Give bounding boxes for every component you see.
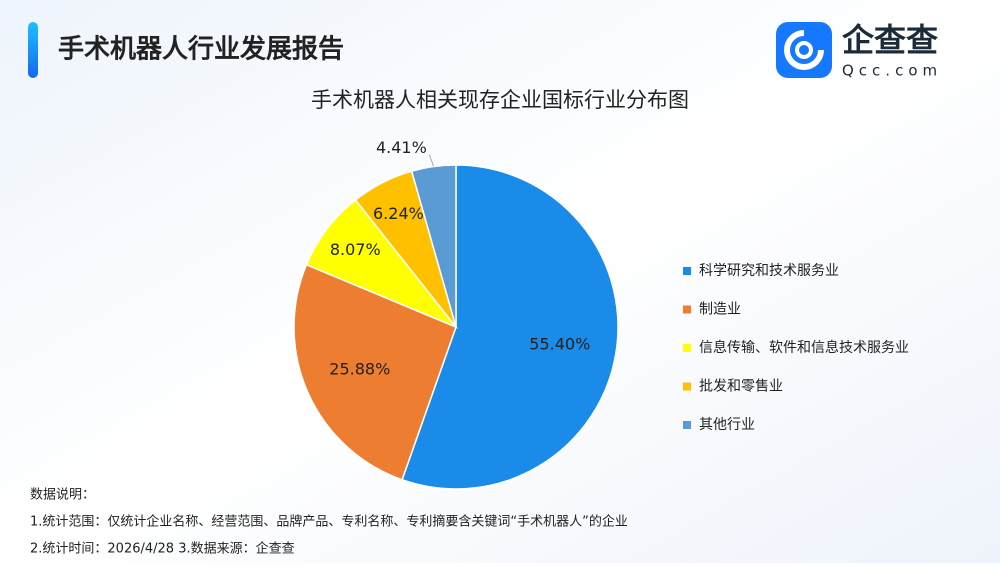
logo-url: Qcc.com [842, 62, 942, 80]
data-label: 55.40% [529, 334, 590, 353]
pie-slice [293, 263, 457, 481]
legend-swatch [683, 382, 691, 391]
legend-label: 批发和零售业 [699, 379, 783, 395]
legend-label: 信息传输、软件和信息技术服务业 [699, 339, 909, 356]
logo-ring [784, 30, 824, 70]
logo: 企查查 Qcc.com [776, 21, 942, 80]
legend-swatch [683, 305, 691, 314]
logo-ring-inner [795, 41, 813, 59]
logo-name: 企查查 [842, 21, 938, 59]
leader-line [428, 154, 435, 167]
title-bar [28, 22, 38, 78]
legend-swatch [683, 421, 691, 429]
legend-label: 制造业 [699, 302, 741, 318]
note: 1.统计范围：仅统计企业名称、经营范围、品牌产品、专利名称、专利摘要含关键词“手… [30, 514, 628, 530]
legend-label: 其他行业 [699, 417, 755, 433]
data-label: 4.41% [376, 138, 427, 157]
note: 2.统计时间：2026/4/28 3.数据来源：企查查 [30, 541, 295, 557]
legend-swatch [683, 267, 691, 275]
legend-label: 科学研究和技术服务业 [699, 263, 839, 279]
report-title: 手术机器人行业发展报告 [58, 34, 344, 65]
data-label: 8.07% [330, 240, 381, 259]
chart-title: 手术机器人相关现存企业国标行业分布图 [311, 88, 689, 112]
note: 数据说明： [30, 488, 95, 503]
legend-swatch [683, 344, 691, 352]
data-label: 6.24% [373, 204, 424, 223]
pie-slice [410, 164, 457, 328]
data-label: 25.88% [329, 359, 390, 378]
